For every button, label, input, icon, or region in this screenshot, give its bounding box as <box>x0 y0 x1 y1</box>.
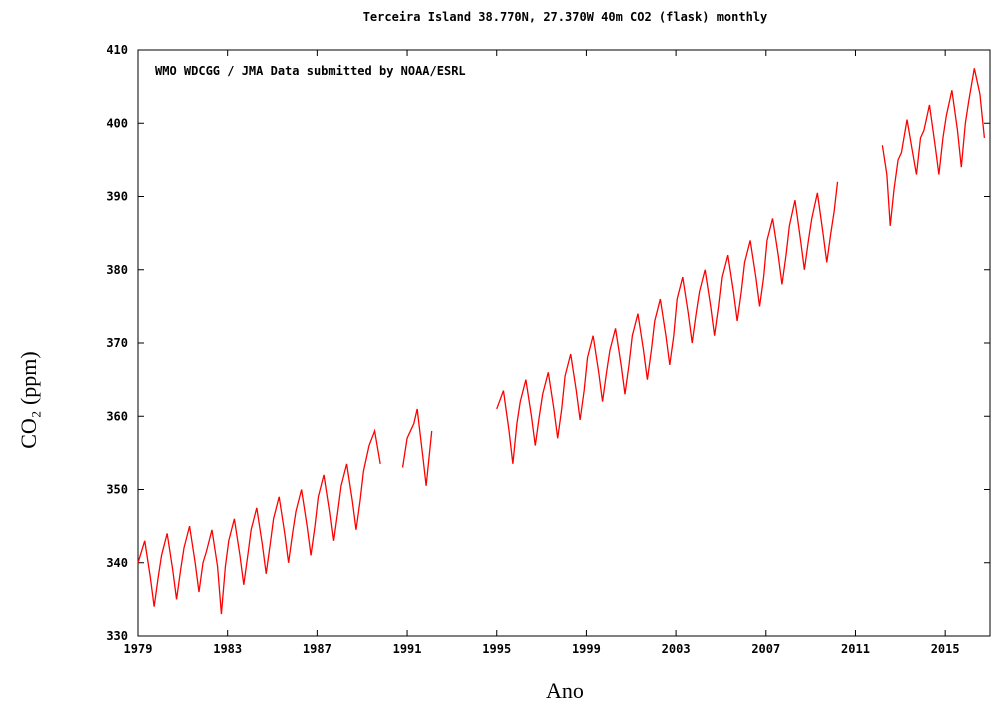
data-line <box>137 68 986 615</box>
x-axis-label: Ano <box>546 678 584 703</box>
x-tick-label: 1995 <box>482 642 511 656</box>
y-tick-label: 400 <box>106 116 128 130</box>
y-tick-label: 340 <box>106 556 128 570</box>
y-tick-label: 410 <box>106 43 128 57</box>
y-tick-label: 330 <box>106 629 128 643</box>
y-tick-label: 350 <box>106 483 128 497</box>
y-tick-label: 370 <box>106 336 128 350</box>
chart-title: Terceira Island 38.770N, 27.370W 40m CO2… <box>363 10 768 24</box>
x-tick-label: 2007 <box>751 642 780 656</box>
x-tick-label: 1999 <box>572 642 601 656</box>
x-tick-label: 2015 <box>931 642 960 656</box>
x-tick-label: 1987 <box>303 642 332 656</box>
y-tick-label: 380 <box>106 263 128 277</box>
annotation: WMO WDCGG / JMA Data submitted by NOAA/E… <box>155 64 466 78</box>
x-tick-label: 2003 <box>662 642 691 656</box>
y-tick-label: 390 <box>106 190 128 204</box>
x-tick-label: 2011 <box>841 642 870 656</box>
x-tick-label: 1991 <box>393 642 422 656</box>
x-tick-label: 1983 <box>213 642 242 656</box>
x-tick-label: 1979 <box>124 642 153 656</box>
y-axis-label: CO₂ (ppm) <box>16 351 41 449</box>
y-tick-label: 360 <box>106 409 128 423</box>
